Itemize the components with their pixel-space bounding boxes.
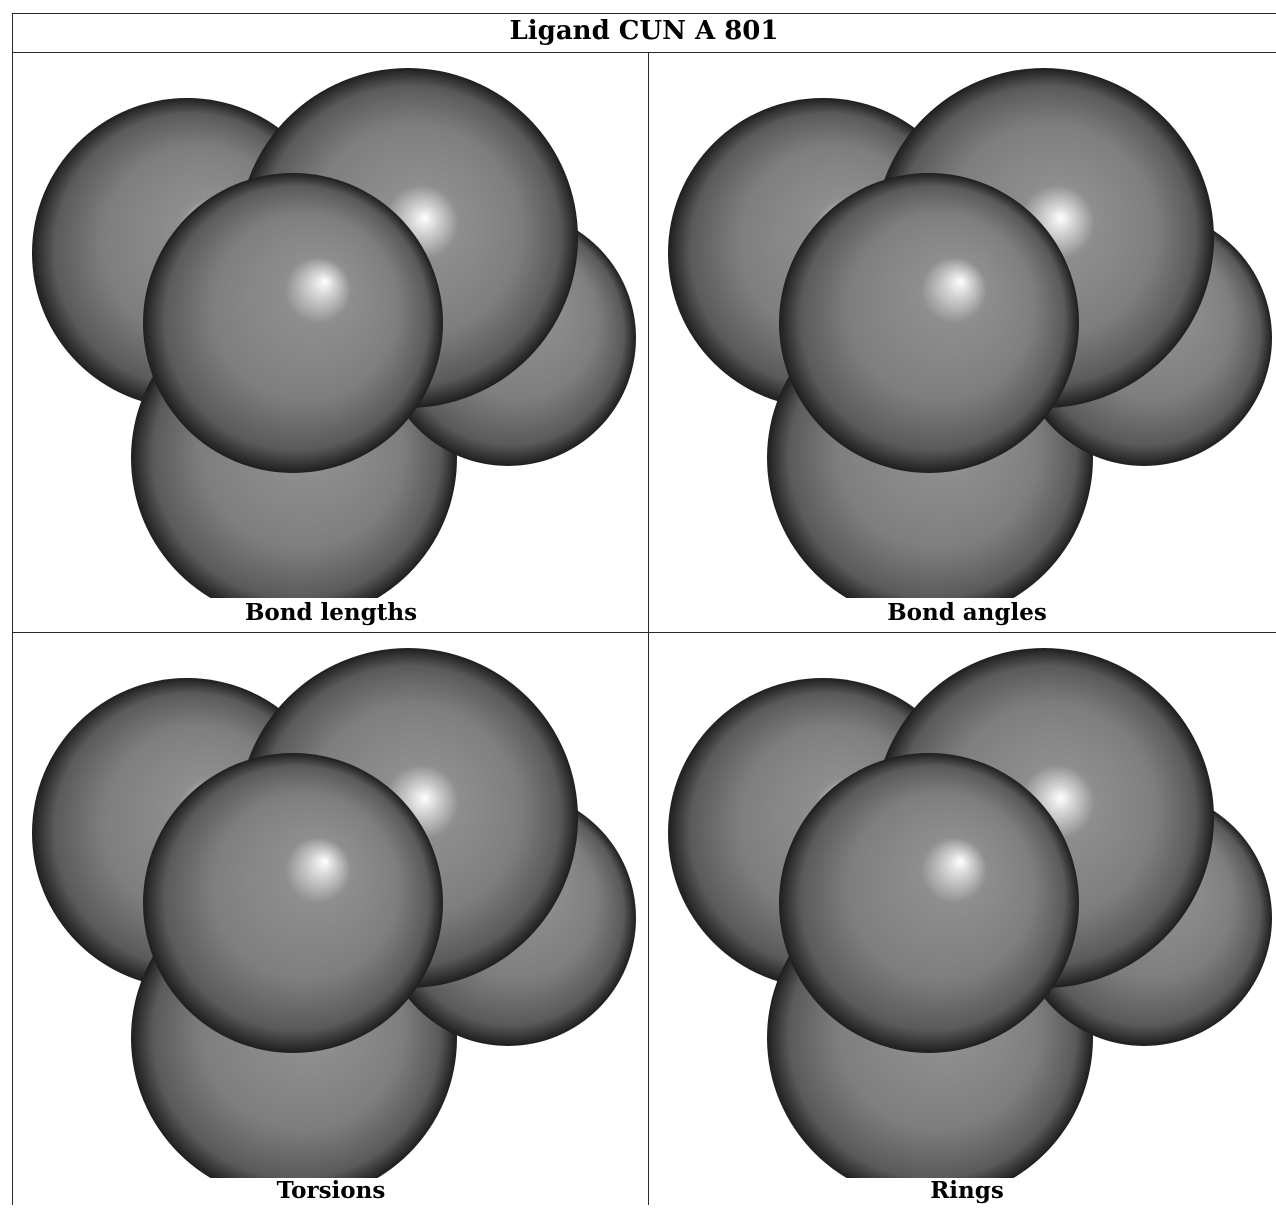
center-atom (143, 753, 443, 1053)
panel-rings: Rings (649, 633, 1276, 1211)
title-divider (12, 52, 1276, 53)
panel-bond-angles: Bond angles (649, 53, 1276, 631)
row-divider (12, 632, 1276, 633)
ligand-figure: Ligand CUN A 801 Bond lengths Bond angle… (12, 13, 1276, 1205)
column-divider (648, 52, 649, 1205)
panel-caption: Torsions (276, 1177, 386, 1204)
molecule-render (32, 68, 636, 598)
molecule-render (668, 648, 1272, 1178)
panel-caption: Bond lengths (244, 599, 418, 626)
figure-title: Ligand CUN A 801 (509, 16, 779, 46)
center-atom (779, 173, 1079, 473)
center-atom (779, 753, 1079, 1053)
center-atom (143, 173, 443, 473)
top-border (12, 13, 1276, 14)
panel-torsions: Torsions (13, 633, 649, 1211)
panel-bond-lengths: Bond lengths (13, 53, 649, 631)
panel-caption: Rings (930, 1177, 1004, 1204)
left-border (12, 13, 13, 1205)
molecule-render (32, 648, 636, 1178)
panel-caption: Bond angles (887, 599, 1047, 626)
molecule-render (668, 68, 1272, 598)
